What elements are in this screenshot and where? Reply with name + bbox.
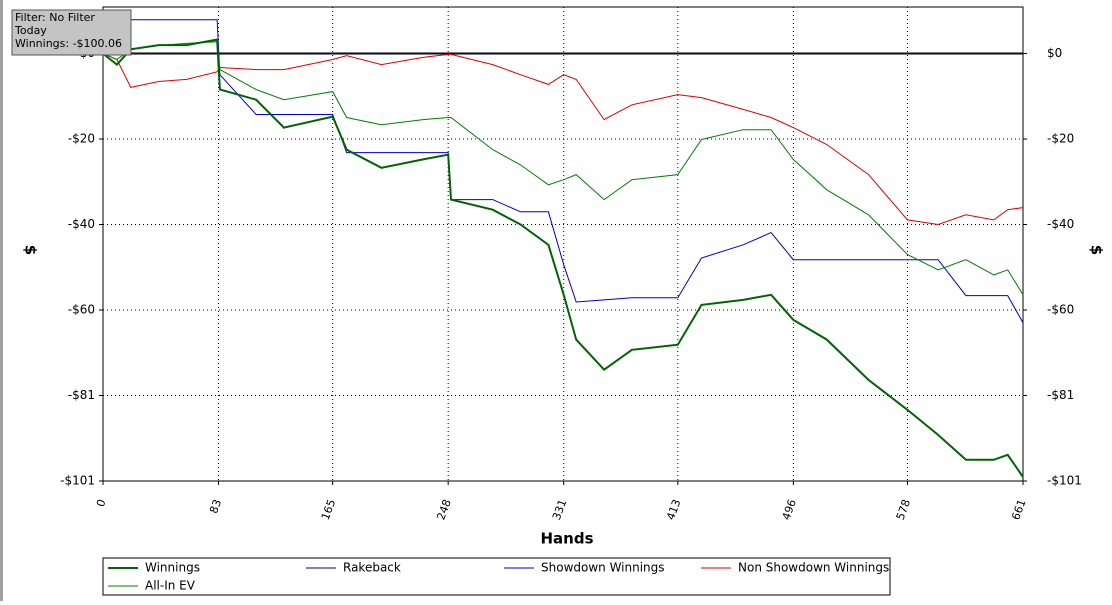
y-tick-label: -$81 [68,388,95,402]
y-axis-label: $ [22,245,40,255]
tooltip-line: Today [14,24,47,37]
series-line [102,38,1024,478]
y2-tick-label: -$60 [1047,303,1074,317]
y2-tick-label: $0 [1047,46,1062,60]
tooltip-line: Filter: No Filter [15,11,95,24]
legend-entries: Winnings Rakeback Showdown Winnings Non Sho… [108,561,889,593]
legend-label: Showdown Winnings [541,561,665,575]
y-tick-label: -$20 [68,132,95,146]
legend-label: Rakeback [343,561,401,575]
x-tick-label: 83 [207,498,224,516]
legend [102,557,891,596]
y2-tick-label: -$81 [1047,388,1074,402]
y-tick-label: -$60 [68,303,95,317]
y2-axis-label: $ [1088,245,1106,255]
x-axis-label: Hands [540,530,593,548]
y-tick-label: -$40 [68,217,95,231]
lines [102,19,1024,478]
legend-label: Winnings [145,561,200,575]
legend-label: Non Showdown Winnings [738,561,889,575]
y2-tick-label: -$101 [1047,474,1082,488]
y-tick-label: -$101 [60,474,95,488]
tooltip [11,9,132,56]
y2-tick-label: -$20 [1047,132,1074,146]
y2-tick-label: -$40 [1047,217,1074,231]
legend-label: All-In EV [145,579,196,593]
x-tick-label: 0 [94,498,109,509]
window-edge [0,0,3,601]
plot-area [102,6,1024,482]
tooltip-line: Winnings: -$100.06 [15,37,122,50]
